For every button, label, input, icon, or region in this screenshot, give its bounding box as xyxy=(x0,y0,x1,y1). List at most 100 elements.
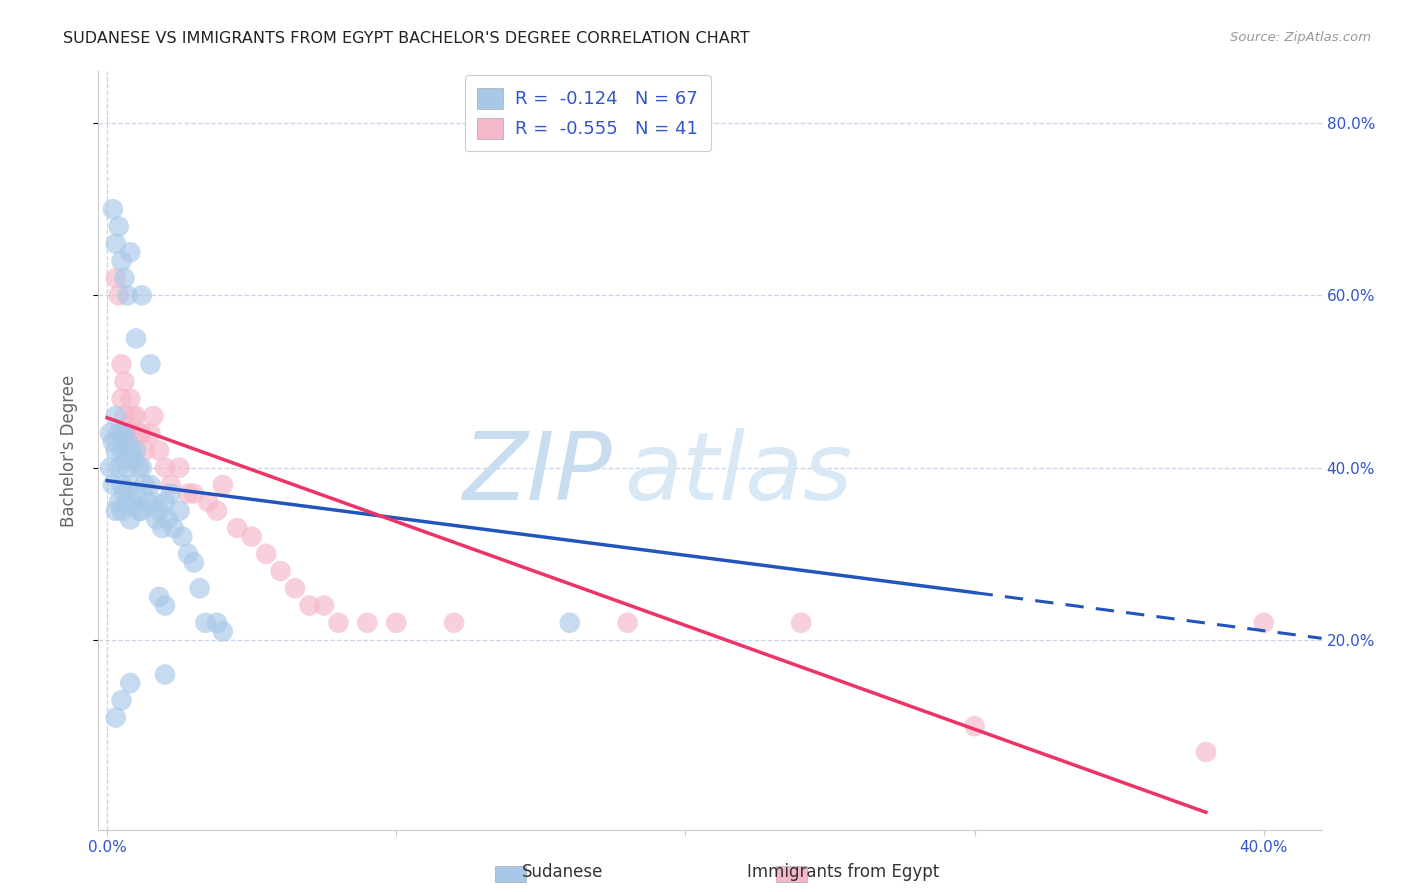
Point xyxy=(183,486,205,500)
Point xyxy=(122,409,145,423)
Point xyxy=(139,357,162,371)
Point xyxy=(142,495,165,509)
Point xyxy=(120,512,142,526)
Point xyxy=(122,452,145,467)
Point xyxy=(150,521,173,535)
Point xyxy=(139,426,162,441)
Point xyxy=(131,288,153,302)
Point xyxy=(104,236,127,251)
Point xyxy=(211,624,233,639)
Point xyxy=(136,495,159,509)
Point xyxy=(148,504,170,518)
Text: Source: ZipAtlas.com: Source: ZipAtlas.com xyxy=(1230,31,1371,45)
Point xyxy=(134,478,156,492)
Point xyxy=(177,486,200,500)
Point xyxy=(226,521,249,535)
Point xyxy=(110,504,132,518)
Point xyxy=(328,615,350,630)
Point xyxy=(240,530,263,544)
Point xyxy=(110,253,132,268)
Point xyxy=(107,288,129,302)
Point xyxy=(110,426,132,441)
Point xyxy=(385,615,408,630)
Point xyxy=(1195,745,1218,759)
Point xyxy=(183,556,205,570)
Point xyxy=(134,443,156,458)
Text: atlas: atlas xyxy=(624,427,852,519)
Legend: R =  -0.124   N = 67, R =  -0.555   N = 41: R = -0.124 N = 67, R = -0.555 N = 41 xyxy=(464,75,711,151)
Point xyxy=(120,676,142,690)
Point xyxy=(790,615,813,630)
Point xyxy=(443,615,465,630)
Point xyxy=(114,409,136,423)
Point xyxy=(120,478,142,492)
Text: SUDANESE VS IMMIGRANTS FROM EGYPT BACHELOR'S DEGREE CORRELATION CHART: SUDANESE VS IMMIGRANTS FROM EGYPT BACHEL… xyxy=(63,31,749,46)
Text: ZIP: ZIP xyxy=(463,427,612,519)
Point xyxy=(110,357,132,371)
Point xyxy=(131,460,153,475)
Point xyxy=(114,426,136,441)
Point xyxy=(114,271,136,285)
Point xyxy=(110,478,132,492)
Point xyxy=(153,495,176,509)
Point xyxy=(101,478,124,492)
Point xyxy=(101,434,124,449)
Point xyxy=(153,460,176,475)
Point xyxy=(117,495,139,509)
Point xyxy=(104,409,127,423)
Point xyxy=(98,426,121,441)
Point xyxy=(110,443,132,458)
Point xyxy=(122,495,145,509)
Point xyxy=(616,615,638,630)
Point xyxy=(104,271,127,285)
Point xyxy=(117,460,139,475)
Point xyxy=(284,582,307,596)
Point xyxy=(172,530,194,544)
Point xyxy=(98,460,121,475)
Point xyxy=(117,426,139,441)
Point xyxy=(558,615,581,630)
Point xyxy=(131,426,153,441)
Point xyxy=(120,426,142,441)
Point xyxy=(148,443,170,458)
Point xyxy=(169,504,191,518)
Point xyxy=(104,710,127,724)
Point xyxy=(131,504,153,518)
Point xyxy=(125,443,148,458)
Point xyxy=(125,331,148,345)
Point xyxy=(128,426,150,441)
Point xyxy=(110,392,132,406)
Point xyxy=(101,202,124,217)
Point xyxy=(139,478,162,492)
Point xyxy=(298,599,321,613)
Point xyxy=(114,486,136,500)
Point xyxy=(356,615,378,630)
Point xyxy=(114,452,136,467)
Point xyxy=(128,504,150,518)
Point xyxy=(125,409,148,423)
Point xyxy=(194,615,217,630)
Point xyxy=(117,288,139,302)
Text: Immigrants from Egypt: Immigrants from Egypt xyxy=(748,863,939,881)
Point xyxy=(145,512,167,526)
Point xyxy=(120,443,142,458)
Point xyxy=(159,486,181,500)
Point xyxy=(169,460,191,475)
Point xyxy=(153,667,176,681)
Point xyxy=(205,615,228,630)
Point xyxy=(114,375,136,389)
Point xyxy=(120,392,142,406)
Point xyxy=(120,245,142,260)
Point xyxy=(963,719,986,733)
Point xyxy=(159,478,181,492)
Point xyxy=(107,426,129,441)
Point xyxy=(211,478,233,492)
Point xyxy=(254,547,277,561)
Point xyxy=(162,521,184,535)
Point xyxy=(270,564,292,578)
Point xyxy=(188,582,211,596)
Point xyxy=(205,504,228,518)
Point xyxy=(125,486,148,500)
Point xyxy=(148,590,170,604)
Point xyxy=(104,504,127,518)
